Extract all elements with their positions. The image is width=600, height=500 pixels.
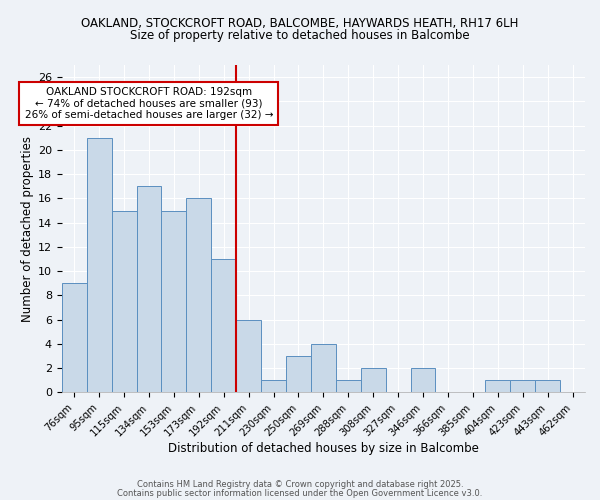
X-axis label: Distribution of detached houses by size in Balcombe: Distribution of detached houses by size … [168, 442, 479, 455]
Bar [137, 186, 161, 392]
Bar [510, 380, 535, 392]
Bar [211, 259, 236, 392]
Bar [86, 138, 112, 392]
Text: OAKLAND STOCKCROFT ROAD: 192sqm
← 74% of detached houses are smaller (93)
26% of: OAKLAND STOCKCROFT ROAD: 192sqm ← 74% of… [25, 87, 273, 120]
Bar [311, 344, 336, 393]
Bar [261, 380, 286, 392]
Text: Contains public sector information licensed under the Open Government Licence v3: Contains public sector information licen… [118, 488, 482, 498]
Bar [410, 368, 436, 392]
Text: Size of property relative to detached houses in Balcombe: Size of property relative to detached ho… [130, 29, 470, 42]
Bar [361, 368, 386, 392]
Text: OAKLAND, STOCKCROFT ROAD, BALCOMBE, HAYWARDS HEATH, RH17 6LH: OAKLAND, STOCKCROFT ROAD, BALCOMBE, HAYW… [82, 18, 518, 30]
Bar [286, 356, 311, 393]
Bar [161, 210, 187, 392]
Text: Contains HM Land Registry data © Crown copyright and database right 2025.: Contains HM Land Registry data © Crown c… [137, 480, 463, 489]
Bar [62, 284, 86, 393]
Bar [112, 210, 137, 392]
Bar [535, 380, 560, 392]
Bar [236, 320, 261, 392]
Bar [485, 380, 510, 392]
Bar [336, 380, 361, 392]
Y-axis label: Number of detached properties: Number of detached properties [20, 136, 34, 322]
Bar [187, 198, 211, 392]
